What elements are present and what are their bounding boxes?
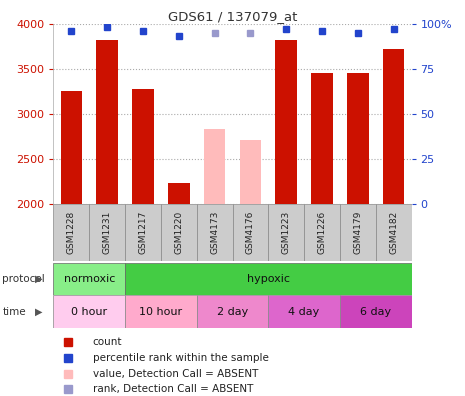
Text: GSM1231: GSM1231 — [103, 211, 112, 254]
Text: 10 hour: 10 hour — [140, 307, 182, 317]
Bar — [268, 204, 304, 261]
Text: GSM1223: GSM1223 — [282, 211, 291, 254]
Text: count: count — [93, 337, 122, 347]
Bar — [53, 204, 89, 261]
Text: 2 day: 2 day — [217, 307, 248, 317]
Bar — [89, 204, 125, 261]
Bar — [304, 204, 340, 261]
Text: GSM4182: GSM4182 — [389, 211, 398, 254]
Bar — [347, 73, 369, 204]
Bar — [340, 204, 376, 261]
Text: rank, Detection Call = ABSENT: rank, Detection Call = ABSENT — [93, 385, 253, 394]
Bar — [340, 295, 412, 328]
Bar — [132, 89, 154, 204]
Text: 4 day: 4 day — [288, 307, 320, 317]
Bar — [197, 204, 232, 261]
Text: time: time — [2, 307, 26, 317]
Text: ▶: ▶ — [35, 274, 43, 284]
Bar — [197, 295, 268, 328]
Text: ▶: ▶ — [35, 307, 43, 317]
Text: GSM4176: GSM4176 — [246, 211, 255, 254]
Text: hypoxic: hypoxic — [247, 274, 290, 284]
Text: GSM4179: GSM4179 — [353, 211, 362, 254]
Bar — [96, 40, 118, 204]
Text: GSM1220: GSM1220 — [174, 211, 183, 254]
Bar — [161, 204, 197, 261]
Bar — [60, 91, 82, 204]
Text: GSM4173: GSM4173 — [210, 211, 219, 254]
Text: 0 hour: 0 hour — [71, 307, 107, 317]
Text: normoxic: normoxic — [64, 274, 115, 284]
Bar — [53, 295, 125, 328]
Text: protocol: protocol — [2, 274, 45, 284]
Bar — [125, 263, 412, 295]
Bar — [275, 40, 297, 204]
Bar — [376, 204, 412, 261]
Text: GSM1228: GSM1228 — [67, 211, 76, 254]
Text: value, Detection Call = ABSENT: value, Detection Call = ABSENT — [93, 369, 258, 379]
Bar — [204, 129, 226, 204]
Bar — [232, 204, 268, 261]
Title: GDS61 / 137079_at: GDS61 / 137079_at — [168, 10, 297, 23]
Bar — [383, 49, 405, 204]
Bar — [53, 263, 125, 295]
Bar — [168, 183, 190, 204]
Text: GSM1226: GSM1226 — [318, 211, 326, 254]
Bar — [125, 204, 161, 261]
Bar — [268, 295, 340, 328]
Text: percentile rank within the sample: percentile rank within the sample — [93, 353, 269, 363]
Bar — [125, 295, 197, 328]
Bar — [311, 73, 333, 204]
Text: GSM1217: GSM1217 — [139, 211, 147, 254]
Text: 6 day: 6 day — [360, 307, 391, 317]
Bar — [239, 140, 261, 204]
